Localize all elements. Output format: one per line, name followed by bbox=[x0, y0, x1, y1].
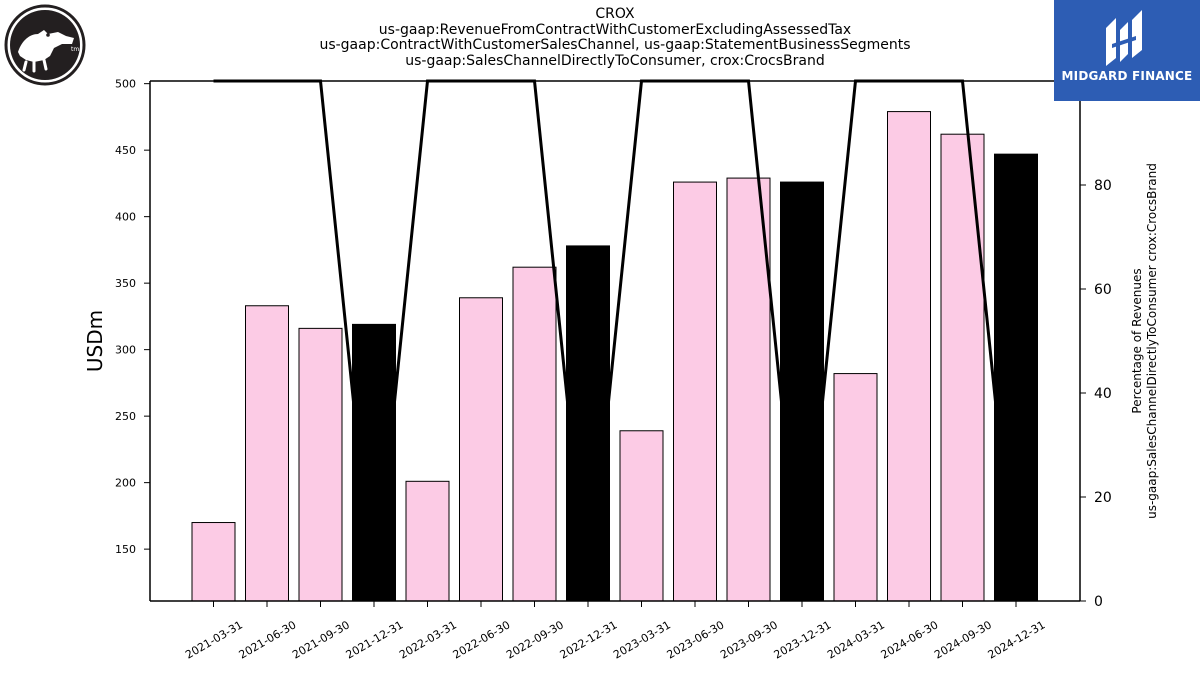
midgard-finance-logo: MIDGARD FINANCE bbox=[1054, 0, 1200, 101]
bar bbox=[780, 181, 824, 602]
bar bbox=[459, 297, 503, 602]
bar bbox=[833, 373, 878, 602]
bar bbox=[245, 305, 289, 602]
x-tick-label: 2023-09-30 bbox=[718, 618, 780, 661]
brand-name: MIDGARD FINANCE bbox=[1061, 69, 1193, 83]
x-tick-label: 2022-12-31 bbox=[558, 618, 620, 661]
y-tick-label: 450 bbox=[115, 144, 136, 157]
x-tick-label: 2024-03-31 bbox=[825, 618, 887, 661]
x-tick-label: 2023-12-31 bbox=[772, 618, 834, 661]
x-tick-label: 2021-12-31 bbox=[344, 618, 406, 661]
y-tick-label: 250 bbox=[115, 410, 136, 423]
x-tick-label: 2024-12-31 bbox=[986, 618, 1048, 661]
bar bbox=[298, 327, 343, 602]
x-tick-label: 2024-09-30 bbox=[932, 618, 994, 661]
bar bbox=[566, 245, 610, 602]
bar bbox=[940, 133, 985, 602]
y-right-axis-label: us-gaap:SalesChannelDirectlyToConsumer c… bbox=[1145, 163, 1159, 519]
x-tick-label: 2024-06-30 bbox=[879, 618, 941, 661]
y-tick-label: 400 bbox=[115, 211, 136, 224]
x-tick-label: 2021-09-30 bbox=[290, 618, 352, 661]
y-right-tick-label: 60 bbox=[1094, 282, 1112, 298]
bar bbox=[619, 430, 664, 602]
y-tick-label: 300 bbox=[115, 344, 136, 357]
x-tick-label: 2022-09-30 bbox=[504, 618, 566, 661]
chart-title-line: us-gaap:SalesChannelDirectlyToConsumer, … bbox=[405, 53, 825, 70]
y-right-tick-label: 0 bbox=[1094, 594, 1103, 610]
bar bbox=[191, 522, 236, 602]
y-right-tick-label: 40 bbox=[1094, 386, 1112, 402]
x-tick-label: 2021-06-30 bbox=[237, 618, 299, 661]
bar bbox=[512, 266, 557, 602]
bar bbox=[887, 111, 931, 602]
y-tick-label: 500 bbox=[115, 78, 136, 91]
x-tick-label: 2022-06-30 bbox=[451, 618, 513, 661]
chart-title: CROX us-gaap:RevenueFromContractWithCust… bbox=[150, 6, 1080, 70]
y-tick-label: 150 bbox=[115, 543, 136, 556]
x-tick-label: 2022-03-31 bbox=[397, 618, 459, 661]
y-axis-label: USDm bbox=[83, 310, 107, 372]
x-tick-label: 2021-03-31 bbox=[183, 618, 245, 661]
bar bbox=[405, 480, 450, 602]
midgard-mark-icon bbox=[1106, 10, 1142, 66]
y-tick-label: 350 bbox=[115, 277, 136, 290]
x-tick-label: 2023-03-31 bbox=[611, 618, 673, 661]
y-right-axis-label: Percentage of Revenues bbox=[1130, 268, 1144, 413]
chart-title-line: us-gaap:RevenueFromContractWithCustomerE… bbox=[378, 21, 852, 38]
chart-title-line: CROX bbox=[595, 6, 635, 22]
x-tick-label: 2023-06-30 bbox=[665, 618, 727, 661]
bar bbox=[726, 177, 771, 602]
bar bbox=[994, 153, 1038, 602]
y-tick-label: 200 bbox=[115, 477, 136, 490]
svg-text:tm: tm bbox=[71, 46, 79, 53]
bar bbox=[673, 181, 717, 602]
y-right-tick-label: 20 bbox=[1094, 490, 1112, 506]
y-right-tick-label: 80 bbox=[1094, 178, 1112, 194]
crocs-logo: tm bbox=[4, 4, 86, 86]
chart-title-line: us-gaap:ContractWithCustomerSalesChannel… bbox=[319, 37, 911, 54]
